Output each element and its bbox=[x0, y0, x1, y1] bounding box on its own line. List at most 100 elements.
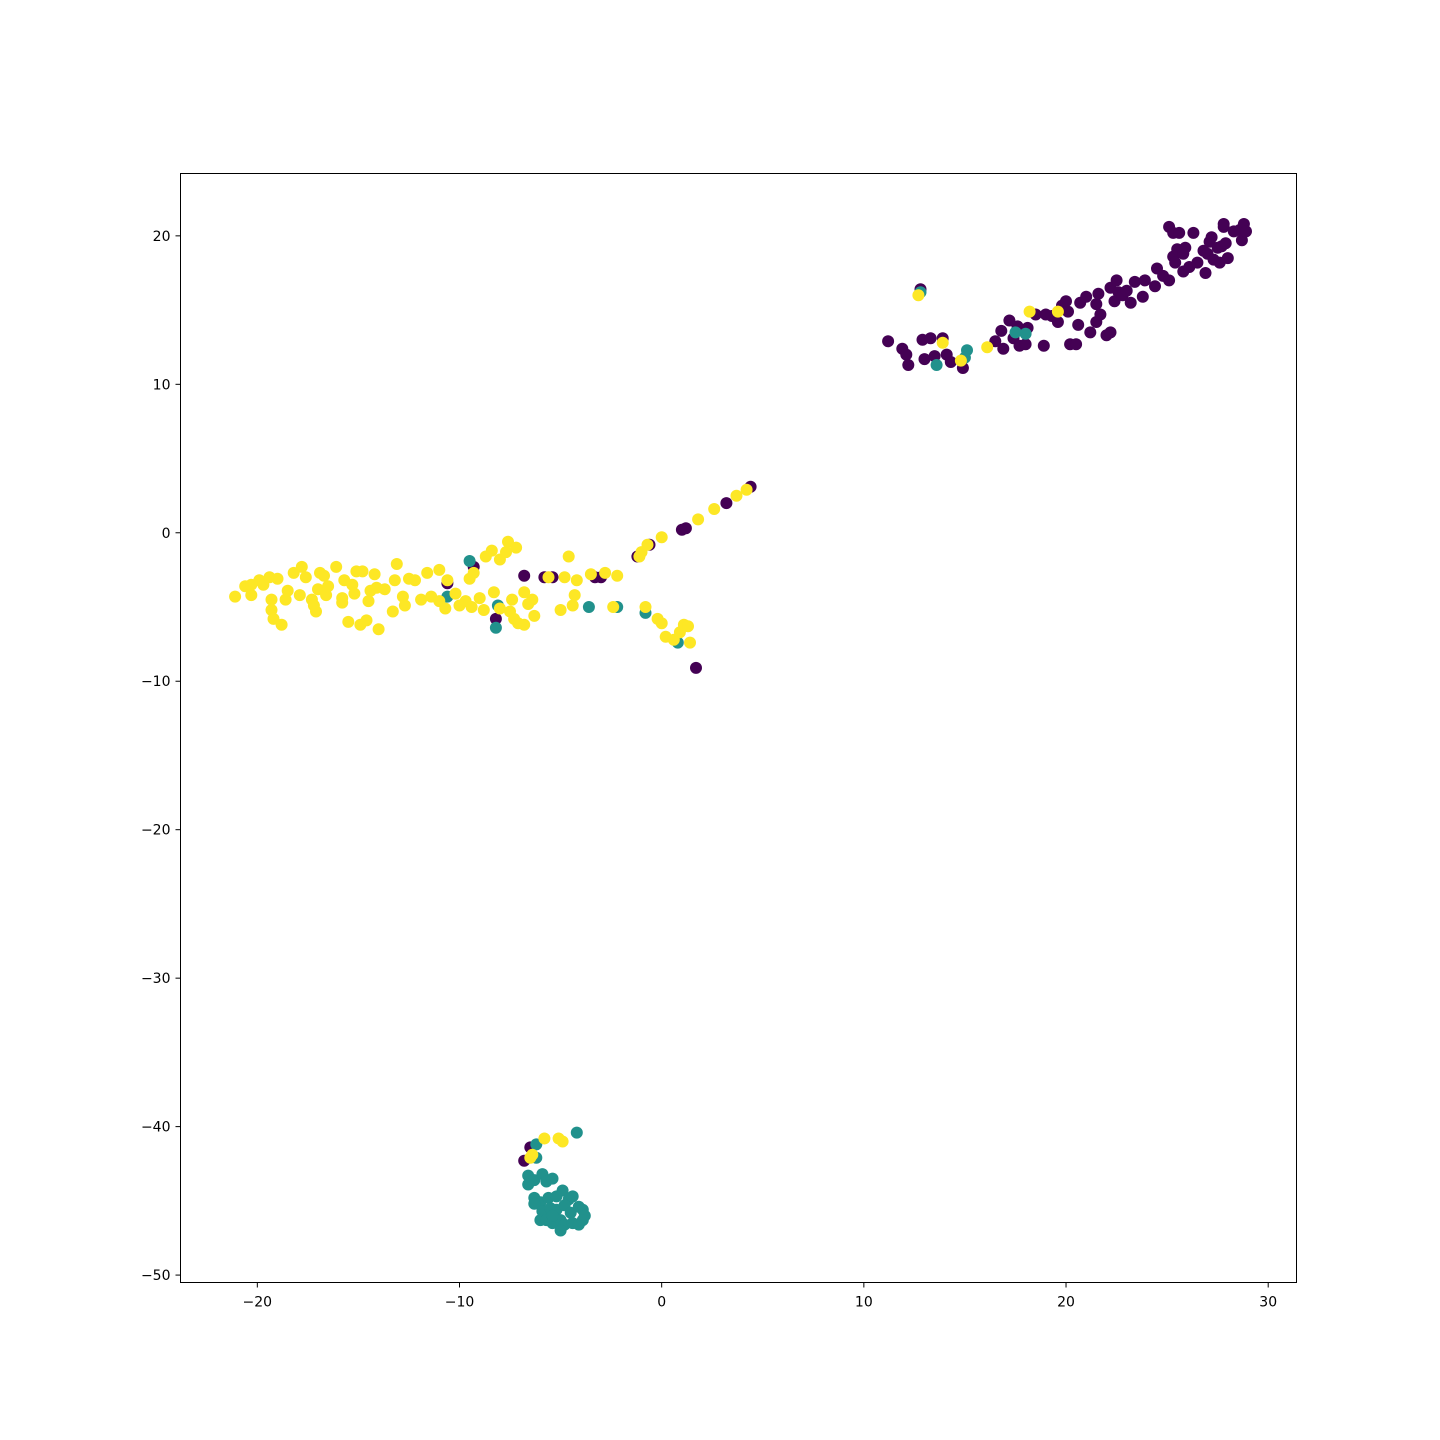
data-point bbox=[356, 565, 369, 578]
data-point bbox=[1120, 284, 1133, 297]
data-point bbox=[348, 587, 361, 600]
data-point bbox=[1138, 274, 1151, 287]
data-point bbox=[506, 593, 519, 606]
data-point bbox=[295, 560, 308, 573]
data-point bbox=[372, 623, 385, 636]
data-point bbox=[318, 569, 330, 582]
data-point bbox=[386, 605, 399, 618]
data-point bbox=[281, 584, 294, 597]
data-point bbox=[518, 586, 531, 599]
data-point bbox=[1221, 252, 1234, 265]
data-point bbox=[522, 1178, 535, 1191]
data-point bbox=[528, 1197, 541, 1210]
y-axis: −50 −40 −30 −20 −10 0 10 20 bbox=[141, 229, 181, 1284]
data-point bbox=[265, 593, 278, 606]
data-point bbox=[433, 563, 446, 576]
y-tick-label: 20 bbox=[153, 229, 171, 245]
data-point bbox=[566, 599, 579, 612]
data-point bbox=[912, 289, 925, 302]
data-point bbox=[584, 568, 597, 581]
data-point bbox=[485, 544, 498, 557]
data-point bbox=[1169, 256, 1182, 269]
x-tick-label: −20 bbox=[243, 1295, 273, 1311]
data-point bbox=[900, 348, 913, 361]
data-point bbox=[1136, 290, 1149, 303]
data-point bbox=[390, 558, 403, 570]
data-point bbox=[449, 587, 462, 600]
data-point bbox=[599, 566, 612, 579]
data-point bbox=[918, 353, 931, 366]
data-point bbox=[679, 522, 692, 535]
data-point bbox=[330, 560, 343, 573]
data-point bbox=[708, 503, 721, 515]
data-point bbox=[1240, 225, 1252, 238]
data-point bbox=[1187, 226, 1200, 239]
data-point bbox=[1051, 316, 1064, 328]
data-point bbox=[902, 359, 915, 371]
data-point bbox=[477, 604, 490, 616]
data-point bbox=[1009, 326, 1022, 339]
data-point bbox=[954, 354, 967, 367]
data-point bbox=[1070, 338, 1083, 351]
data-point bbox=[1051, 305, 1064, 318]
data-point bbox=[1072, 318, 1085, 331]
data-point bbox=[554, 1224, 567, 1237]
data-point bbox=[1149, 280, 1161, 293]
data-point bbox=[538, 1132, 551, 1145]
y-tick-label: −30 bbox=[141, 971, 171, 987]
data-point bbox=[570, 1126, 583, 1139]
data-point bbox=[473, 592, 486, 605]
data-point bbox=[582, 601, 595, 613]
data-point bbox=[981, 341, 994, 354]
data-point bbox=[1219, 237, 1232, 250]
data-point bbox=[639, 601, 652, 613]
data-point bbox=[1199, 267, 1212, 279]
x-tick-label: −10 bbox=[445, 1295, 475, 1311]
data-point bbox=[1019, 338, 1032, 351]
data-point bbox=[1191, 256, 1204, 269]
data-point bbox=[299, 571, 312, 584]
data-point bbox=[310, 605, 322, 618]
data-point bbox=[730, 489, 743, 502]
points-layer bbox=[229, 218, 1252, 1237]
data-point bbox=[930, 359, 943, 371]
data-point bbox=[489, 621, 502, 634]
data-point bbox=[322, 580, 335, 593]
data-point bbox=[1080, 290, 1093, 303]
y-tick-label: −40 bbox=[141, 1120, 171, 1136]
data-point bbox=[518, 618, 531, 631]
data-point bbox=[1094, 308, 1107, 321]
data-point bbox=[1090, 298, 1103, 311]
data-point bbox=[342, 615, 355, 628]
data-point bbox=[546, 1209, 559, 1222]
data-point bbox=[995, 324, 1008, 337]
data-point bbox=[1173, 226, 1186, 239]
data-point bbox=[336, 596, 349, 609]
y-tick-label: −10 bbox=[141, 674, 171, 690]
data-point bbox=[682, 620, 694, 633]
data-point bbox=[924, 332, 937, 345]
data-point bbox=[1235, 234, 1248, 247]
data-point bbox=[409, 574, 421, 587]
data-point bbox=[1092, 287, 1105, 300]
data-point bbox=[558, 571, 571, 584]
data-point bbox=[1023, 305, 1036, 318]
data-point bbox=[611, 569, 624, 582]
data-point bbox=[690, 661, 702, 674]
data-point bbox=[293, 589, 306, 602]
data-point bbox=[1019, 327, 1032, 340]
data-point bbox=[740, 483, 753, 496]
plot-frame bbox=[180, 173, 1297, 1283]
data-point bbox=[500, 546, 512, 559]
data-point bbox=[1179, 241, 1192, 254]
data-point bbox=[997, 342, 1010, 355]
data-point bbox=[229, 590, 242, 603]
data-point bbox=[1084, 326, 1097, 339]
data-point bbox=[556, 1184, 569, 1197]
y-tick-label: 10 bbox=[153, 377, 171, 393]
data-point bbox=[720, 497, 733, 510]
data-point bbox=[1205, 231, 1218, 244]
data-point bbox=[1124, 296, 1137, 309]
